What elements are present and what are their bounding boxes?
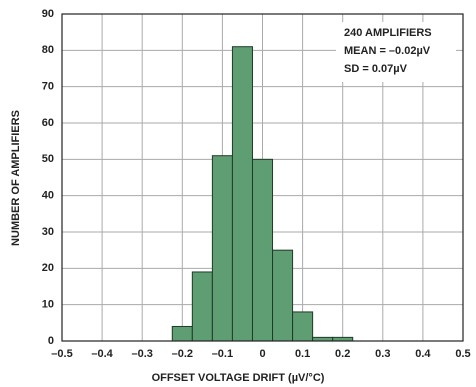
- bar: [272, 249, 294, 342]
- x-tick-label: –0.3: [131, 348, 152, 360]
- y-tick-label: 90: [42, 8, 54, 20]
- y-tick-label: 70: [42, 81, 54, 93]
- bar: [191, 271, 213, 342]
- x-tick-label: 0.2: [335, 348, 350, 360]
- y-tick-label: 30: [42, 226, 54, 238]
- annotation-box: [336, 22, 456, 82]
- x-tick-label: –0.4: [91, 348, 113, 360]
- x-tick-label: 0: [259, 348, 265, 360]
- plot-frame: [61, 13, 464, 342]
- annotation: MEAN = –0.02µV: [344, 45, 431, 57]
- y-tick-label: 60: [42, 117, 54, 129]
- x-tick-label: –0.2: [172, 348, 193, 360]
- bar: [211, 155, 233, 342]
- y-tick-label: 80: [42, 44, 54, 56]
- y-tick-label: 10: [42, 299, 54, 311]
- bar: [251, 158, 274, 342]
- y-tick-label: 50: [42, 153, 54, 165]
- x-tick-label: 0.5: [455, 348, 470, 360]
- bar: [292, 311, 314, 342]
- x-tick-label: –0.5: [51, 348, 72, 360]
- x-tick-label: –0.1: [212, 348, 233, 360]
- x-axis-label: OFFSET VOLTAGE DRIFT (µV/°C): [152, 372, 325, 384]
- y-axis-label: NUMBER OF AMPLIFIERS: [10, 110, 22, 246]
- bar: [231, 46, 253, 342]
- y-tick-label: 20: [42, 262, 54, 274]
- bar: [171, 325, 193, 342]
- x-tick-label: 0.3: [375, 348, 390, 360]
- x-tick-label: 0.1: [295, 348, 310, 360]
- annotation: 240 AMPLIFIERS: [344, 27, 432, 39]
- y-tick-label: 40: [42, 190, 54, 202]
- annotation: SD = 0.07µV: [344, 63, 408, 75]
- x-tick-label: 0.4: [415, 348, 431, 360]
- y-tick-label: 0: [48, 335, 54, 347]
